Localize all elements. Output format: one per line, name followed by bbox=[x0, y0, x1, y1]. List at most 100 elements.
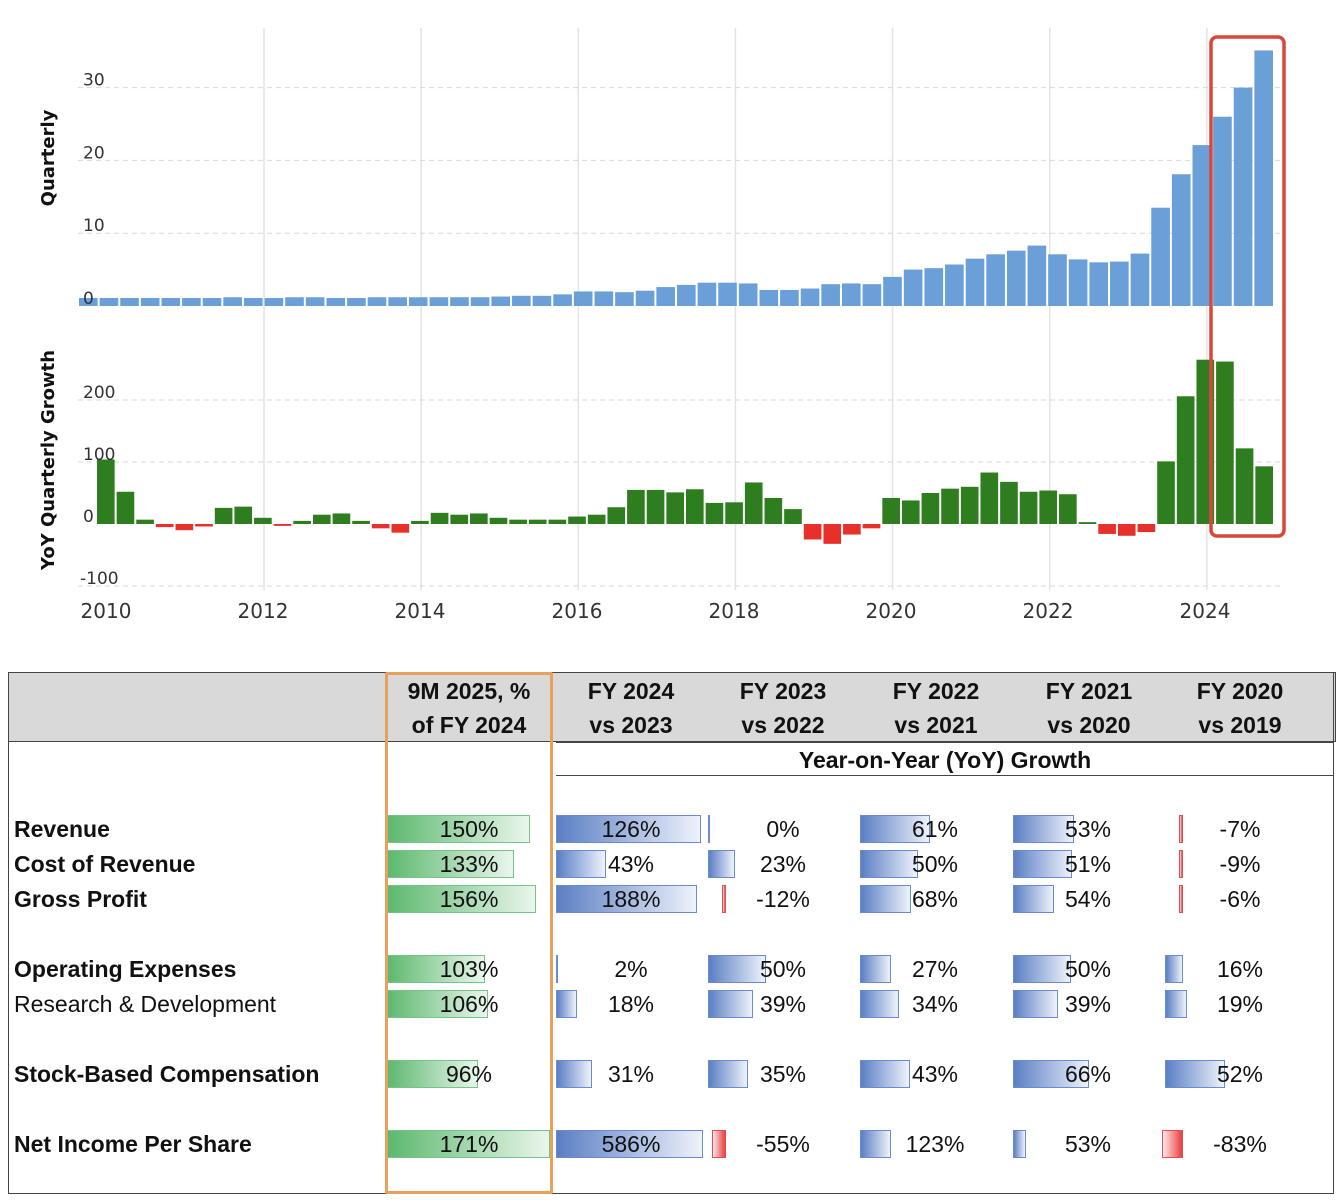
grid-layer bbox=[78, 28, 1280, 590]
quarterly-bar bbox=[120, 297, 139, 306]
quarterly-bar bbox=[470, 297, 490, 306]
data-value: 50% bbox=[1064, 956, 1112, 982]
quarterly-bar bbox=[161, 297, 181, 306]
column-header-line2: vs 2021 bbox=[894, 712, 978, 738]
y-tick-label-quarterly: 20 bbox=[83, 143, 105, 163]
quarterly-bar bbox=[841, 283, 861, 306]
yoy-bar-positive bbox=[587, 514, 606, 524]
data-value: 188% bbox=[601, 886, 661, 912]
data-value: 19% bbox=[1216, 991, 1264, 1017]
quarterly-bar bbox=[780, 289, 799, 306]
quarterly-bar bbox=[821, 284, 840, 306]
data-value: 53% bbox=[1064, 1131, 1112, 1157]
highlight-column-box bbox=[385, 672, 553, 1194]
data-bar bbox=[1013, 990, 1058, 1018]
yoy-bar-positive bbox=[921, 493, 940, 524]
data-bar bbox=[556, 990, 577, 1018]
row-label: Revenue bbox=[14, 816, 110, 842]
table-border bbox=[8, 672, 1334, 1194]
row-label: Gross Profit bbox=[14, 886, 147, 912]
data-bar bbox=[1013, 850, 1072, 878]
yoy-bar-positive bbox=[509, 519, 527, 524]
column-header-line1: 9M 2025, % bbox=[407, 678, 531, 704]
quarterly-bar bbox=[800, 288, 820, 306]
quarterly-bar bbox=[326, 297, 346, 306]
yoy-bar-positive bbox=[1059, 494, 1077, 524]
yoy-bar-negative bbox=[371, 524, 390, 529]
quarterly-bar bbox=[223, 297, 242, 306]
y-tick-label-yoy: -100 bbox=[80, 569, 119, 589]
data-bar bbox=[386, 990, 488, 1018]
data-bar bbox=[1165, 1060, 1225, 1088]
yoy-subheader: Year-on-Year (YoY) Growth bbox=[556, 742, 1334, 776]
quarterly-bar bbox=[986, 254, 1005, 306]
yoy-bar-positive bbox=[450, 514, 469, 524]
quarterly-bar bbox=[594, 291, 614, 306]
column-header: 9M 2025, % of FY 2024 bbox=[389, 674, 549, 740]
data-value: 31% bbox=[607, 1061, 655, 1087]
data-bar bbox=[1013, 1130, 1027, 1158]
data-bar bbox=[860, 1060, 910, 1088]
data-bar bbox=[860, 955, 892, 983]
data-bar bbox=[1179, 885, 1183, 913]
column-header-line2: of FY 2024 bbox=[411, 712, 527, 738]
column-header: FY 2023 vs 2022 bbox=[703, 674, 863, 740]
quarterly-bar bbox=[182, 297, 201, 306]
column-header-line1: FY 2022 bbox=[892, 678, 980, 704]
yoy-bar-positive bbox=[980, 472, 999, 524]
data-value: 133% bbox=[439, 851, 499, 877]
yoy-growth-bars bbox=[97, 359, 1273, 544]
yoy-bar-positive bbox=[254, 517, 272, 524]
data-bar bbox=[708, 990, 753, 1018]
quarterly-bar bbox=[1048, 254, 1067, 306]
data-bar bbox=[556, 815, 702, 843]
quarterly-bar bbox=[491, 296, 511, 306]
quarterly-bar bbox=[532, 295, 552, 306]
data-bar bbox=[708, 850, 735, 878]
data-bar bbox=[1013, 955, 1071, 983]
quarterly-bar bbox=[656, 287, 675, 306]
data-bar bbox=[708, 955, 766, 983]
data-bar bbox=[386, 885, 536, 913]
data-bar bbox=[1013, 1060, 1090, 1088]
quarterly-bar bbox=[1254, 50, 1273, 306]
y-tick-label-quarterly: 30 bbox=[83, 71, 105, 91]
yoy-bar-positive bbox=[882, 497, 900, 524]
data-value: -83% bbox=[1213, 1131, 1267, 1157]
quarterly-bar bbox=[1213, 116, 1232, 306]
yoy-bar-positive bbox=[489, 517, 508, 524]
data-bar bbox=[386, 1130, 551, 1158]
data-bar bbox=[556, 955, 559, 983]
column-header-line1: FY 2024 bbox=[587, 678, 675, 704]
data-bar bbox=[1013, 885, 1054, 913]
data-value: 23% bbox=[759, 851, 807, 877]
yoy-bar-positive bbox=[646, 489, 665, 524]
column-header: FY 2024 vs 2023 bbox=[551, 674, 711, 740]
column-header-line2: vs 2023 bbox=[589, 712, 673, 738]
yoy-bar-positive bbox=[548, 519, 567, 524]
yoy-bar-positive bbox=[744, 482, 763, 524]
data-bar bbox=[1013, 815, 1075, 843]
data-bar bbox=[386, 955, 485, 983]
yoy-bar-positive bbox=[1078, 522, 1097, 524]
data-bar bbox=[708, 1060, 749, 1088]
data-bar bbox=[722, 885, 726, 913]
data-value: 96% bbox=[445, 1061, 493, 1087]
highlight-box bbox=[1209, 35, 1286, 538]
quarterly-bar bbox=[264, 297, 284, 306]
data-value: 54% bbox=[1064, 886, 1112, 912]
yoy-bar-positive bbox=[568, 516, 586, 524]
data-value: -6% bbox=[1219, 886, 1261, 912]
yoy-bar-positive bbox=[1019, 491, 1038, 524]
yoy-bar-positive bbox=[116, 491, 135, 524]
y-axis-label-quarterly: Quarterly bbox=[38, 109, 59, 206]
yoy-bar-positive bbox=[234, 506, 253, 524]
x-tick-label: 2016 bbox=[552, 599, 603, 623]
data-value: 50% bbox=[911, 851, 959, 877]
data-value: 126% bbox=[601, 816, 661, 842]
column-header-line1: FY 2020 bbox=[1196, 678, 1284, 704]
data-value: 106% bbox=[439, 991, 499, 1017]
quarterly-bar bbox=[347, 297, 366, 306]
quarterly-bar bbox=[697, 282, 717, 306]
y-tick-label-quarterly: 0 bbox=[83, 289, 94, 309]
